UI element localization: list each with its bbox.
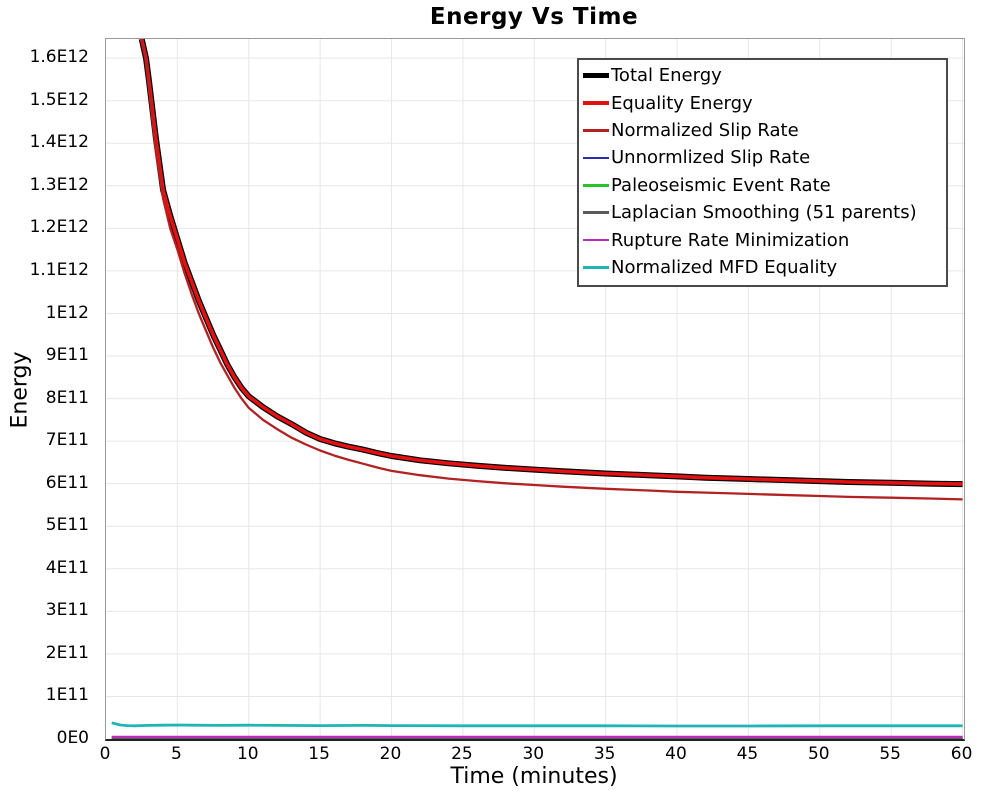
y-tick-label: 1.6E12 — [29, 47, 89, 68]
legend-label: Paleoseismic Event Rate — [611, 174, 831, 196]
legend-line-swatch — [583, 211, 609, 214]
legend-line-swatch — [583, 238, 609, 242]
x-axis-ticks: 0 5 10 15 20 25 30 35 40 45 50 55 60 — [100, 742, 973, 766]
legend-label: Total Energy — [611, 65, 722, 87]
legend-line-swatch — [583, 129, 609, 132]
y-tick-label: 1E12 — [45, 302, 89, 323]
x-tick-label: 5 — [170, 744, 182, 764]
y-tick-label: 8E11 — [45, 387, 89, 408]
y-tick-label: 1.2E12 — [29, 217, 89, 238]
legend-line-swatch — [583, 101, 609, 106]
x-tick-label: 15 — [308, 744, 330, 764]
series-line-equality-energy — [139, 39, 963, 486]
legend-line-swatch — [583, 156, 609, 160]
legend-label: Normalized MFD Equality — [611, 256, 838, 278]
x-tick-label: 10 — [236, 744, 259, 764]
legend-label: Equality Energy — [611, 92, 753, 114]
y-tick-label: 4E11 — [45, 557, 89, 578]
y-tick-label: 9E11 — [45, 345, 89, 365]
legend-item-total-energy: Total Energy — [583, 62, 942, 89]
legend-label: Normalized Slip Rate — [611, 119, 799, 141]
legend-label: Unnormlized Slip Rate — [611, 147, 811, 169]
y-tick-label: 7E11 — [45, 430, 89, 451]
legend-item-equality-energy: Equality Energy — [583, 89, 942, 116]
legend-item-normalized-slip-rate: Normalized Slip Rate — [583, 117, 942, 144]
x-tick-label: 45 — [736, 744, 759, 764]
y-tick-label: 5E11 — [45, 515, 89, 536]
y-tick-label: 0E0 — [56, 728, 89, 748]
x-tick-label: 50 — [807, 744, 830, 764]
series-line-normalized-slip-rate — [139, 39, 963, 501]
legend-item-unnormlized-slip-rate: Unnormlized Slip Rate — [583, 144, 942, 171]
legend-item-paleoseismic-event-rate: Paleoseismic Event Rate — [583, 172, 942, 199]
y-tick-label: 6E11 — [45, 472, 89, 493]
y-tick-label: 1.1E12 — [29, 259, 89, 280]
x-tick-label: 20 — [379, 744, 402, 764]
x-axis-label: Time (minutes) — [450, 764, 618, 789]
y-tick-label: 2E11 — [45, 642, 89, 663]
y-tick-label: 3E11 — [45, 600, 89, 621]
x-tick-label: 30 — [522, 744, 545, 764]
legend-line-swatch — [583, 266, 609, 269]
chart-title: Energy Vs Time — [429, 4, 639, 30]
y-tick-label: 1.3E12 — [29, 174, 89, 195]
series-line-normalized-mfd-equality — [111, 721, 963, 728]
y-tick-label: 1.4E12 — [29, 132, 89, 153]
x-tick-label: 60 — [950, 744, 973, 764]
x-tick-label: 25 — [451, 744, 473, 764]
legend: Total Energy Equality Energy Normalized Sl… — [577, 58, 948, 288]
legend-item-normalized-mfd-equality: Normalized MFD Equality — [583, 254, 942, 281]
y-tick-label: 1.5E12 — [29, 89, 89, 110]
x-tick-label: 0 — [99, 744, 111, 764]
legend-line-swatch — [583, 73, 609, 79]
x-tick-label: 35 — [593, 744, 616, 764]
legend-label: Laplacian Smoothing (51 parents) — [611, 202, 917, 224]
legend-line-swatch — [583, 184, 609, 187]
legend-item-laplacian-smoothing-51-parents: Laplacian Smoothing (51 parents) — [583, 199, 942, 226]
x-tick-label: 55 — [879, 744, 902, 764]
y-tick-label: 1E11 — [45, 685, 89, 706]
legend-item-rupture-rate-minimization: Rupture Rate Minimization — [583, 226, 942, 253]
legend-label: Rupture Rate Minimization — [611, 229, 850, 251]
y-axis-ticks: 0E0 1E11 2E11 3E11 4E11 5E11 6E11 7E11 8E11 9E11 1… — [0, 38, 97, 748]
chart-canvas — [106, 39, 964, 739]
x-tick-label: 40 — [665, 744, 687, 764]
